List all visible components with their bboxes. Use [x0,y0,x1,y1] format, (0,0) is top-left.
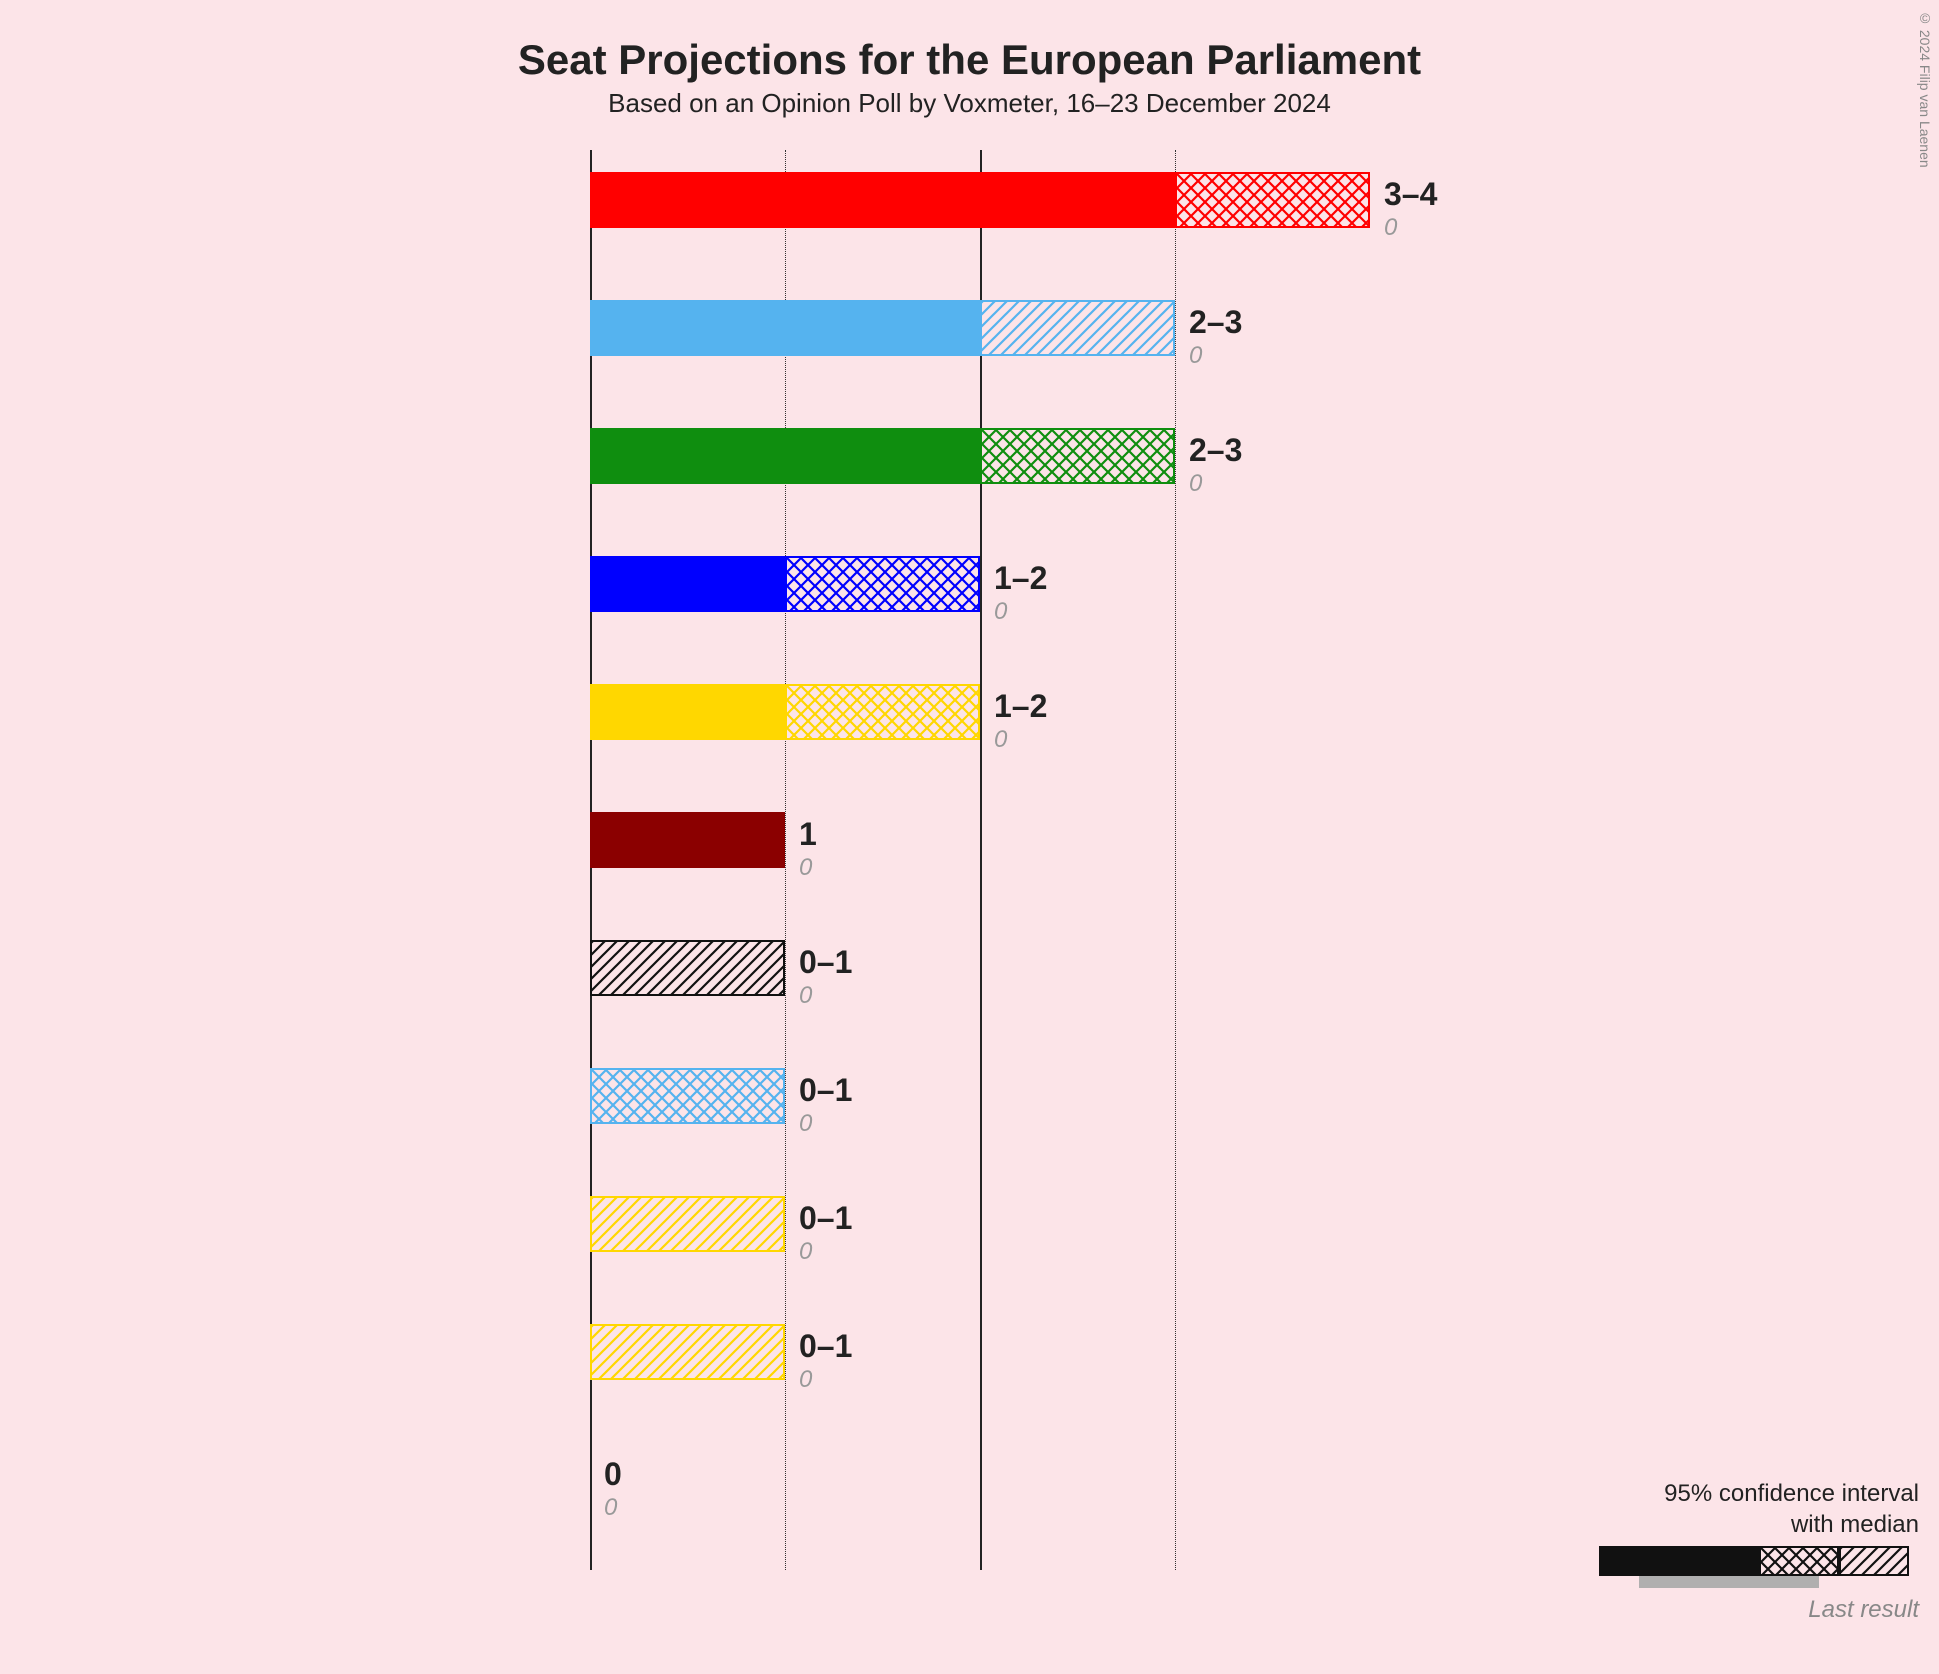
value-label: 1–2 [994,688,1047,725]
bar-upper-ci [785,556,980,612]
last-result-label: 0 [799,1366,812,1394]
bar-upper-ci [590,1196,785,1252]
chart-subtitle: Based on an Opinion Poll by Voxmeter, 16… [0,88,1939,119]
bar-median [590,812,785,868]
value-label: 0–1 [799,1072,852,1109]
value-label: 2–3 [1189,304,1242,341]
last-result-label: 0 [799,854,812,882]
chart-title: Seat Projections for the European Parlia… [0,0,1939,84]
legend-last-swatch [1639,1576,1819,1588]
legend-diag-swatch [1839,1546,1909,1576]
bar-median [590,556,785,612]
bar-upper-ci [590,1324,785,1380]
last-result-label: 0 [1189,470,1202,498]
gridline [785,150,786,1570]
last-result-label: 0 [1384,214,1397,242]
last-result-label: 0 [1189,342,1202,370]
legend-line1: 95% confidence interval [1664,1480,1919,1507]
value-label: 1–2 [994,560,1047,597]
legend-solid-swatch [1599,1546,1759,1576]
gridline [1175,150,1176,1570]
value-label: 0–1 [799,1200,852,1237]
bar-upper-ci [980,300,1175,356]
last-result-label: 0 [604,1494,617,1522]
value-label: 2–3 [1189,432,1242,469]
bar-median [590,300,980,356]
value-label: 3–4 [1384,176,1437,213]
value-label: 0–1 [799,1328,852,1365]
legend: 95% confidence interval with median Last… [1539,1478,1919,1624]
bar-upper-ci [590,1068,785,1124]
last-result-label: 0 [799,982,812,1010]
bar-upper-ci [980,428,1175,484]
bar-median [590,172,1175,228]
bar-median [590,428,980,484]
copyright-text: © 2024 Filip van Laenen [1917,10,1933,168]
last-result-label: 0 [994,726,1007,754]
plot-area: Socialdemokraterne (S&D)3–40Liberal Alli… [590,150,1910,1620]
bar-upper-ci [1175,172,1370,228]
value-label: 0–1 [799,944,852,981]
bar-upper-ci [785,684,980,740]
value-label: 0 [604,1456,622,1493]
bar-upper-ci [590,940,785,996]
last-result-label: 0 [994,598,1007,626]
legend-cross-swatch [1759,1546,1839,1576]
bar-median [590,684,785,740]
value-label: 1 [799,816,817,853]
legend-line2: with median [1791,1511,1919,1538]
gridline [980,150,982,1570]
last-result-label: 0 [799,1238,812,1266]
last-result-label: 0 [799,1110,812,1138]
legend-last-label: Last result [1539,1596,1919,1624]
